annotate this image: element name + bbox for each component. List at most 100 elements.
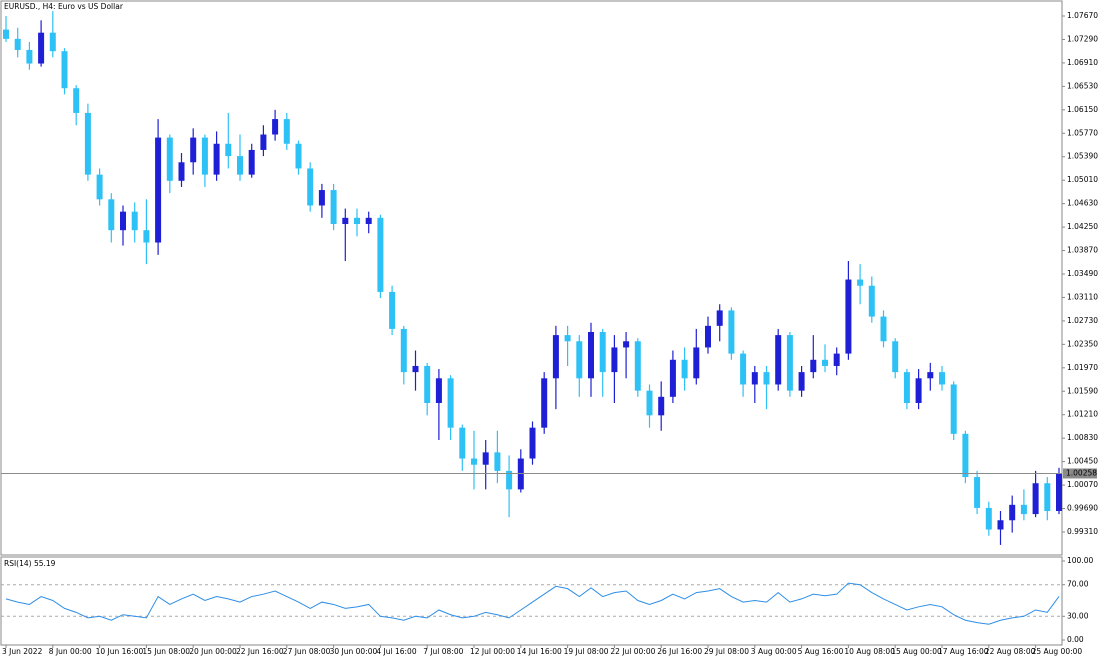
y-tick-label: 1.01590 — [1067, 386, 1098, 395]
rsi-tick-label: 70.00 — [1067, 580, 1089, 589]
candle-body — [588, 332, 594, 379]
candle-body — [26, 49, 33, 64]
y-tick-label: 1.02730 — [1067, 316, 1098, 325]
candle-body — [213, 143, 220, 175]
candle-body — [14, 38, 21, 50]
candle-body — [1032, 483, 1039, 515]
x-tick-label: 22 Jul 00:00 — [610, 647, 655, 656]
candle-body — [529, 427, 536, 459]
candle-body — [740, 353, 747, 385]
y-tick-label: 1.01210 — [1067, 410, 1098, 419]
candle-body — [283, 119, 290, 144]
y-tick-label: 0.99310 — [1067, 527, 1098, 536]
candle-body — [857, 279, 864, 286]
candle-body — [962, 433, 969, 478]
x-tick-label: 10 Jun 16:00 — [96, 647, 144, 656]
candle-body — [272, 119, 279, 135]
x-tick-label: 26 Jul 16:00 — [657, 647, 702, 656]
x-tick-label: 3 Jun 2022 — [2, 647, 43, 656]
candle-body — [143, 230, 150, 243]
candle-body — [786, 335, 793, 391]
candle-body — [389, 291, 396, 329]
y-tick-label: 1.00450 — [1067, 457, 1098, 466]
candle-body — [880, 316, 887, 342]
candle-body — [693, 347, 700, 379]
candle-body — [190, 137, 197, 163]
candle-body — [810, 359, 817, 373]
candle-body — [3, 29, 9, 39]
candle-body — [985, 507, 992, 530]
x-tick-label: 17 Aug 16:00 — [938, 647, 989, 656]
candle-body — [120, 211, 126, 231]
candle-body — [471, 458, 477, 465]
main-pane — [0, 0, 1063, 556]
y-tick-label: 1.03110 — [1067, 292, 1098, 301]
candle-body — [61, 51, 68, 89]
x-tick-label: 5 Aug 16:00 — [798, 647, 844, 656]
candle-body — [506, 470, 513, 490]
candle-body — [318, 190, 325, 206]
candle-body — [845, 279, 852, 354]
candle-body — [237, 156, 243, 175]
candle-body — [822, 359, 828, 366]
candle-body — [330, 190, 337, 225]
x-tick-label: 30 Jun 00:00 — [330, 647, 378, 656]
candle-body — [623, 341, 630, 348]
candle-body — [681, 359, 688, 379]
x-tick-label: 15 Aug 00:00 — [891, 647, 942, 656]
candle-body — [307, 168, 314, 206]
candle-body — [646, 390, 653, 416]
candle-body — [611, 347, 618, 373]
candle-body — [38, 32, 45, 64]
y-tick-label: 1.05010 — [1067, 175, 1098, 184]
candle-body — [915, 378, 922, 403]
x-tick-label: 20 Jun 00:00 — [189, 647, 237, 656]
x-tick-label: 8 Jun 00:00 — [49, 647, 92, 656]
x-tick-label: 25 Aug 00:00 — [1032, 647, 1083, 656]
y-tick-label: 1.02350 — [1067, 339, 1098, 348]
x-tick-label: 22 Jun 16:00 — [236, 647, 284, 656]
candle-body — [260, 134, 267, 150]
y-tick-label: 1.03870 — [1067, 246, 1098, 255]
candle-body — [365, 217, 372, 225]
candle-body — [927, 372, 934, 379]
price-tag — [1063, 468, 1097, 479]
candle-body — [73, 88, 80, 113]
y-tick-label: 1.06530 — [1067, 81, 1098, 90]
candle-body — [974, 477, 981, 508]
y-tick-label: 1.06150 — [1067, 105, 1098, 114]
y-tick-label: 1.03490 — [1067, 269, 1098, 278]
candle-body — [997, 520, 1004, 530]
x-tick-label: 4 Jul 16:00 — [376, 647, 416, 656]
candle-body — [833, 353, 840, 366]
candle-body — [775, 335, 782, 385]
y-tick-label: 1.04630 — [1067, 199, 1098, 208]
y-tick-label: 1.05770 — [1067, 128, 1098, 137]
candle-body — [225, 143, 232, 157]
x-tick-label: 10 Aug 08:00 — [844, 647, 895, 656]
candle-body — [482, 452, 489, 465]
candle-body — [576, 341, 583, 379]
candle-body — [1056, 473, 1062, 511]
x-tick-label: 3 Aug 00:00 — [751, 647, 797, 656]
candle-body — [552, 335, 559, 379]
candle-body — [295, 143, 302, 169]
x-tick-label: 15 Jun 08:00 — [142, 647, 190, 656]
candle-body — [201, 137, 208, 175]
rsi-pane — [0, 556, 1063, 646]
y-tick-label: 1.00830 — [1067, 433, 1098, 442]
y-tick-label: 1.01970 — [1067, 363, 1098, 372]
candle-body — [1020, 504, 1027, 515]
candle-body — [564, 335, 571, 342]
candle-body — [131, 211, 138, 231]
rsi-label: RSI(14) 55.19 — [4, 559, 56, 568]
candle-body — [49, 32, 56, 52]
price-tag-label: 1.00258 — [1066, 468, 1097, 477]
candle-body — [435, 378, 442, 403]
rsi-tick-label: 30.00 — [1067, 611, 1089, 620]
rsi-tick-label: 100.00 — [1067, 556, 1093, 565]
candle-body — [377, 217, 384, 292]
y-tick-label: 0.99690 — [1067, 504, 1098, 513]
candle-body — [705, 325, 711, 348]
